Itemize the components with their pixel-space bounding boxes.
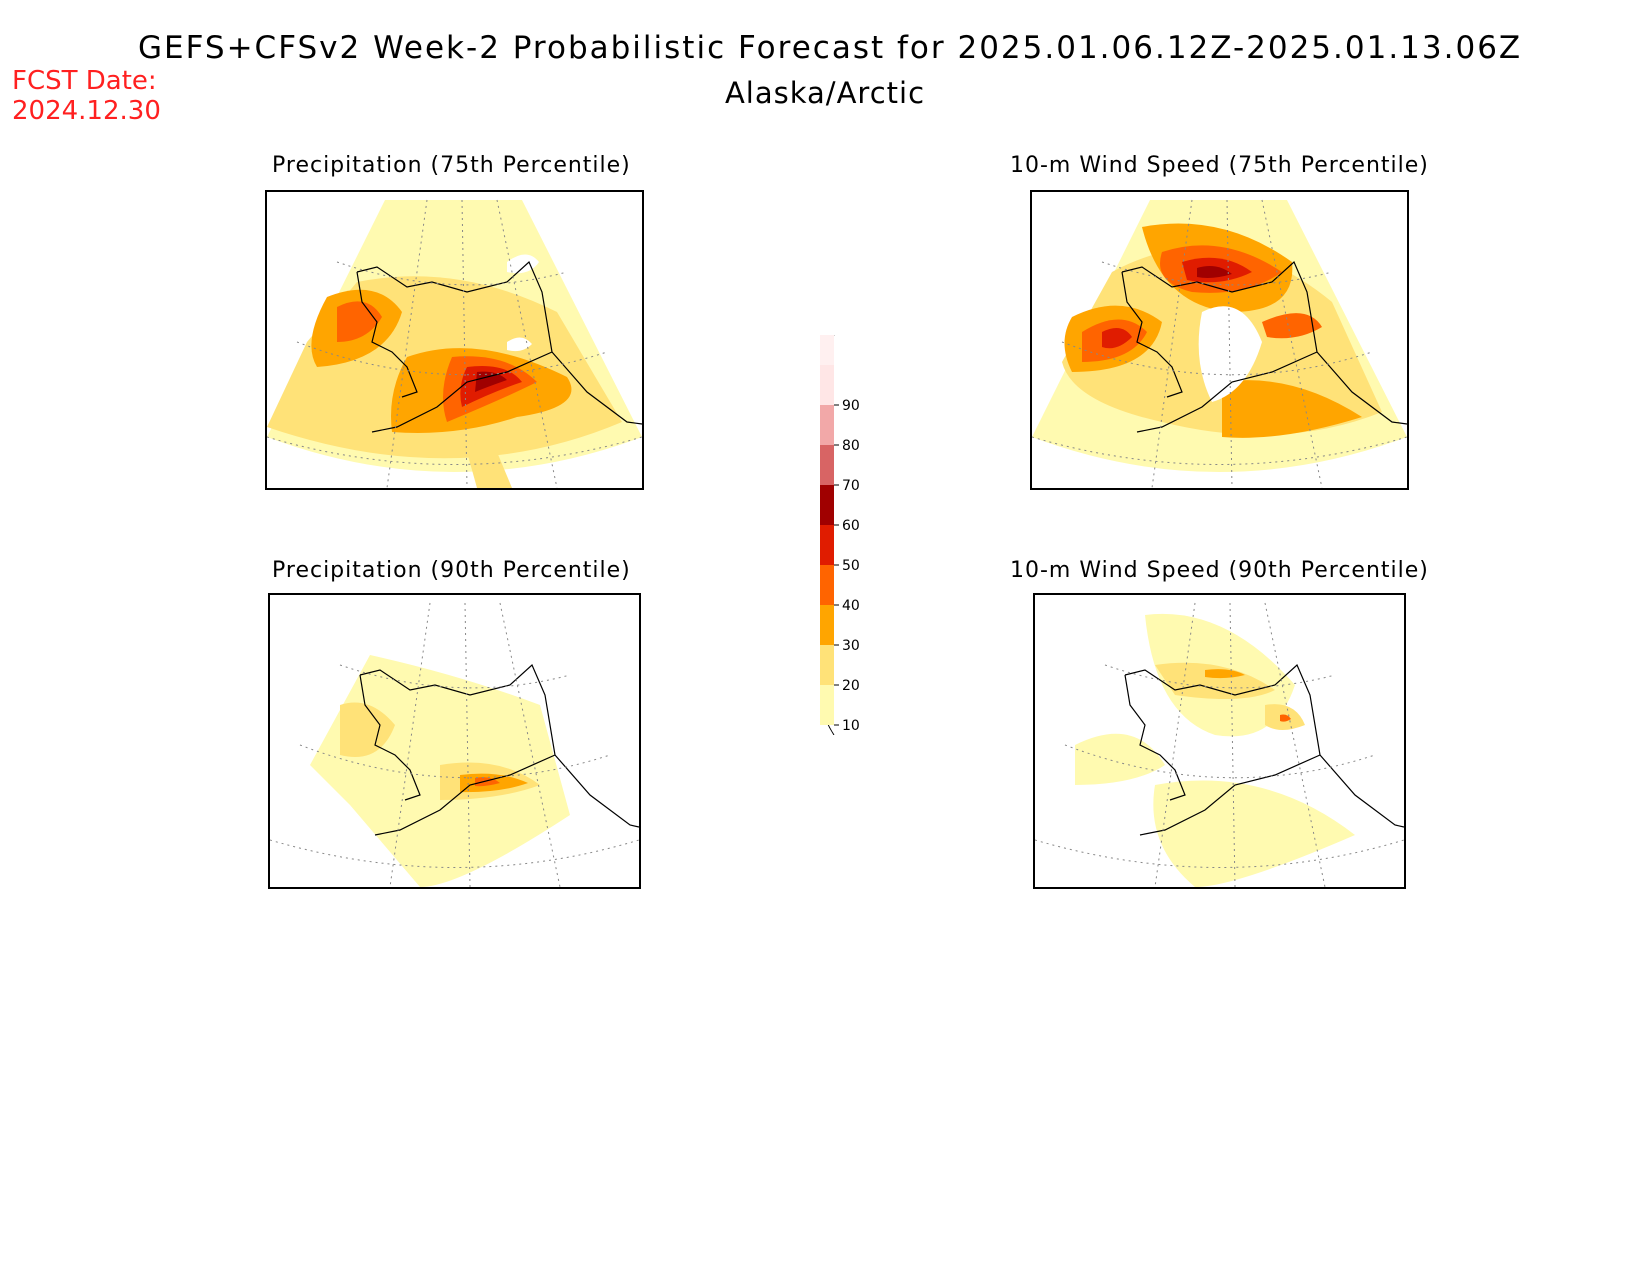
wind-75-map [1032,199,1407,488]
colorbar-label: 80 [842,438,860,454]
main-title: GEFS+CFSv2 Week-2 Probabilistic Forecast… [138,30,1523,66]
fcst-date-value: 2024.12.30 [12,96,161,126]
map-panel-wind-90 [1033,593,1406,889]
colorbar-cell [820,605,834,645]
wind-90-map [1035,602,1404,887]
coastline [356,271,418,398]
fcst-date-block: FCST Date: 2024.12.30 [12,66,161,126]
coastline [359,674,421,801]
map-panel-precip-90 [268,593,641,889]
coastline [1124,674,1186,801]
no-signal-region [1198,306,1262,402]
wind-50-region [1102,328,1132,349]
precip-20-region [467,452,512,488]
wind-10-region [1153,780,1355,887]
colorbar: 10 20 30 40 50 60 70 80 90 [820,335,860,735]
colorbar-cell [820,645,834,685]
map-panel-precip-75 [265,190,644,490]
precip-60-region [475,371,507,392]
graticule [1032,199,1407,488]
colorbar-cell [820,445,834,485]
panel-title-wind-90: 10-m Wind Speed (90th Percentile) [1010,558,1429,583]
precip-40-region [337,301,382,342]
wind-10-region [1075,733,1165,785]
colorbar-cell [820,485,834,525]
wind-60-region [1197,266,1232,278]
precip-50-region [460,366,522,407]
colorbar-cell [820,525,834,565]
coastline [1124,663,1404,828]
precip-90-map [270,602,639,887]
colorbar-cell [820,335,834,365]
map-panel-wind-75 [1030,190,1409,490]
colorbar-label: 50 [842,558,860,574]
region-title: Alaska/Arctic [724,76,926,110]
colorbar-label: 10 [842,718,860,734]
wind-20-region [1155,662,1275,699]
wind-30-region [1205,669,1245,679]
coastline [374,754,556,836]
colorbar-cell [820,565,834,605]
coastline [1139,754,1321,836]
wind-30-region [1222,380,1362,438]
panel-title-precip-75: Precipitation (75th Percentile) [272,153,631,178]
colorbar-label: 30 [842,638,860,654]
fcst-date-label: FCST Date: [12,66,157,96]
no-signal-region [507,254,539,274]
panel-title-wind-75: 10-m Wind Speed (75th Percentile) [1010,153,1429,178]
coastline [1121,260,1407,425]
colorbar-cell [820,405,834,445]
colorbar-label: 90 [842,398,860,414]
colorbar-cell [820,685,834,725]
colorbar-label: 70 [842,478,860,494]
panel-title-precip-90: Precipitation (90th Percentile) [272,558,631,583]
colorbar-label: 60 [842,518,860,534]
colorbar-label: 20 [842,678,860,694]
wind-40-region [1262,313,1322,339]
colorbar-cell [820,365,834,405]
coastline [1136,351,1318,433]
graticule [267,199,642,488]
no-signal-region [507,337,532,352]
coastline [1121,271,1183,398]
colorbar-label: 40 [842,598,860,614]
coastline [371,351,553,433]
coastline [356,260,642,425]
wind-40-region [1280,714,1291,722]
precip-20-region [340,702,395,757]
coastline [359,663,639,828]
precip-75-map [267,199,642,488]
